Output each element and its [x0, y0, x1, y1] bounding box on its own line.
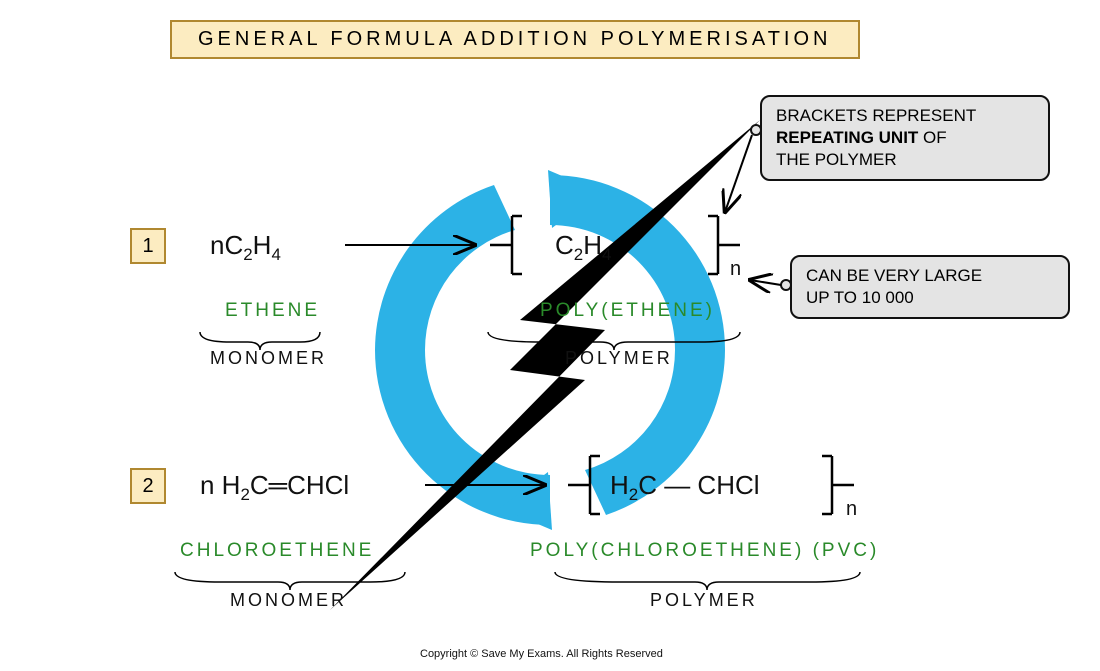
callout-n-l1: CAN BE VERY LARGE — [806, 266, 982, 285]
callout-brackets-l2-tail: OF — [923, 128, 947, 147]
reaction-2-monomer-label: MONOMER — [230, 590, 347, 611]
callout-brackets-leader — [725, 135, 752, 212]
reaction-2-open-bracket — [568, 456, 600, 514]
reaction-1-monomer-label: MONOMER — [210, 348, 327, 369]
reaction-2-polymer-name: POLY(CHLOROETHENE) (PVC) — [530, 540, 879, 562]
reaction-1-polymer-formula: C2H4 — [555, 230, 611, 265]
callout-n-l2: UP TO 10 000 — [806, 288, 914, 307]
reaction-2-polymer-formula: H2C — CHCl — [610, 470, 760, 505]
callout-brackets: BRACKETS REPRESENT REPEATING UNIT OF THE… — [760, 95, 1050, 181]
reaction-1-polymer-label: POLYMER — [565, 348, 673, 369]
reaction-1-open-bracket — [490, 216, 522, 274]
callout-n-leader — [750, 280, 781, 285]
callout-brackets-bold: REPEATING UNIT — [776, 128, 918, 147]
title-text: GENERAL FORMULA ADDITION POLYMERISATION — [198, 28, 832, 50]
reaction-1-polymer-name: POLY(ETHENE) — [540, 300, 715, 322]
reaction-2-polymer-label: POLYMER — [650, 590, 758, 611]
reaction-2-polymer-brace — [555, 572, 860, 590]
reaction-1-monomer-name: ETHENE — [225, 300, 320, 322]
reaction-1-monomer-formula: nC2H4 — [210, 230, 281, 265]
callout-brackets-l1: BRACKETS REPRESENT — [776, 106, 976, 125]
reaction-1-num-text: 1 — [142, 235, 153, 258]
copyright-text: Copyright © Save My Exams. All Rights Re… — [420, 648, 663, 660]
reaction-2-num-text: 2 — [142, 475, 153, 498]
reaction-2-subscript-n: n — [846, 498, 857, 521]
reaction-2-monomer-name: CHLOROETHENE — [180, 540, 374, 562]
title-box: GENERAL FORMULA ADDITION POLYMERISATION — [170, 20, 860, 59]
reaction-1-number: 1 — [130, 228, 166, 264]
callout-n-large: CAN BE VERY LARGE UP TO 10 000 — [790, 255, 1070, 319]
reaction-1-subscript-n: n — [730, 258, 741, 281]
reaction-2-monomer-formula: n H2C═CHCl — [200, 470, 349, 505]
callout-brackets-l3: THE POLYMER — [776, 150, 897, 169]
reaction-2-number: 2 — [130, 468, 166, 504]
reaction-2-monomer-brace — [175, 572, 405, 590]
